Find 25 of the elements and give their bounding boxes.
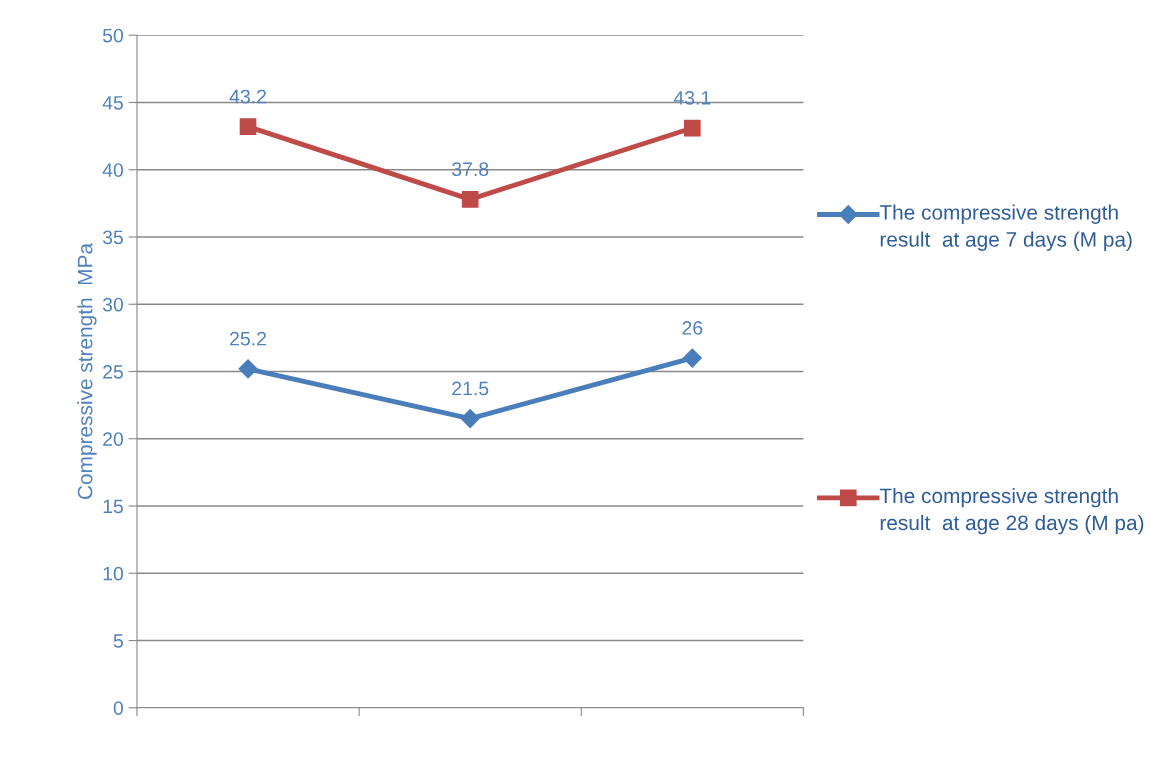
- point: [461, 191, 479, 208]
- point: [682, 348, 702, 368]
- data-label: 43.2: [229, 89, 266, 104]
- y-tick-label: 20: [103, 432, 124, 446]
- y-tick-label: 10: [103, 566, 124, 581]
- data-label: 25.2: [230, 331, 266, 346]
- legend-label: The compressive strength result at age 28 days (M pa): [879, 487, 1144, 535]
- legend-label: The compressive strength result at age 7 days (M pa): [879, 204, 1132, 251]
- y-tick-label: 30: [102, 297, 124, 312]
- data-label: 21.5: [452, 381, 489, 396]
- y-tick-label: 0: [113, 701, 124, 716]
- data-label: 26: [682, 321, 703, 335]
- y-tick-label: 50: [102, 28, 124, 43]
- point: [238, 359, 258, 379]
- y-tick-label: 45: [102, 96, 123, 110]
- y-tick-label: 25: [103, 364, 123, 379]
- point: [460, 409, 480, 429]
- y-tick-label: 15: [103, 499, 123, 514]
- y-tick-label: 5: [113, 634, 123, 648]
- y-tick-label: 35: [102, 230, 123, 245]
- point: [239, 118, 257, 136]
- data-label: 43.1: [673, 90, 711, 105]
- point: [683, 119, 701, 137]
- y-axis-title: Compressive strength MPa: [77, 242, 97, 499]
- y-tick-label: 40: [102, 163, 124, 177]
